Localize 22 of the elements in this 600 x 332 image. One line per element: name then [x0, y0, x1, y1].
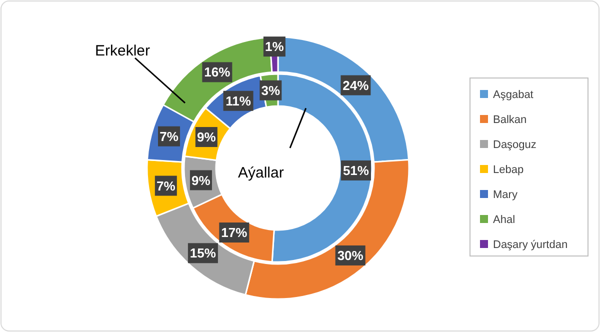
data-label: 7%: [160, 128, 179, 144]
data-label: 24%: [342, 78, 370, 93]
data-label: 9%: [197, 130, 216, 145]
legend-label: Daşary ýurtdan: [493, 238, 568, 251]
data-label: 11%: [226, 93, 252, 108]
data-label: 7%: [156, 178, 176, 194]
data-label: 16%: [204, 64, 231, 80]
data-label: 30%: [337, 248, 364, 264]
data-label: 3%: [261, 82, 280, 98]
legend-label: Lebap: [493, 164, 524, 176]
legend-label: Daşoguz: [493, 138, 536, 151]
data-label: 15%: [190, 246, 216, 261]
legend-label: Mary: [493, 188, 518, 201]
data-label: 51%: [342, 163, 370, 178]
slice-label: Aýallar: [238, 164, 284, 182]
data-label: 9%: [192, 172, 211, 188]
legend-label: Aşgabat: [493, 88, 534, 101]
data-label: 17%: [221, 225, 248, 240]
data-label: 1%: [265, 39, 284, 54]
legend-label: Ahal: [493, 214, 516, 226]
legend-label: Balkan: [493, 114, 527, 126]
slice-label: Erkekler: [95, 42, 150, 60]
